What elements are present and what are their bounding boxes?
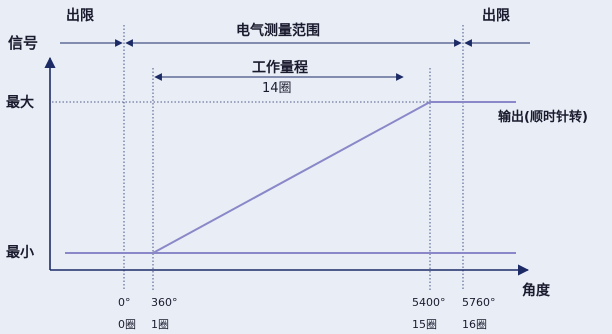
working-range-turns: 14圈 xyxy=(262,81,292,96)
output-line xyxy=(65,101,516,254)
x-axis-label: 角度 xyxy=(522,282,551,299)
tick-turns-16: 16圈 xyxy=(462,318,487,331)
y-max-label: 最大 xyxy=(6,94,34,111)
left-out-of-range-label: 出限 xyxy=(66,7,94,24)
y-axis-label: 信号 xyxy=(8,34,38,52)
working-range-title: 工作量程 xyxy=(252,59,308,76)
tick-angle-0: 0° xyxy=(118,296,131,309)
electrical-range-label: 电气测量范围 xyxy=(236,22,320,39)
tick-angle-5400: 5400° xyxy=(412,296,446,309)
tick-turns-1: 1圈 xyxy=(151,318,169,331)
y-min-label: 最小 xyxy=(6,244,34,261)
output-label: 输出(顺时针转) xyxy=(498,109,588,125)
tick-angle-5760: 5760° xyxy=(462,296,496,309)
tick-turns-0: 0圈 xyxy=(118,318,136,331)
tick-angle-360: 360° xyxy=(151,296,178,309)
right-out-of-range-label: 出限 xyxy=(482,7,510,24)
tick-turns-15: 15圈 xyxy=(412,318,437,331)
